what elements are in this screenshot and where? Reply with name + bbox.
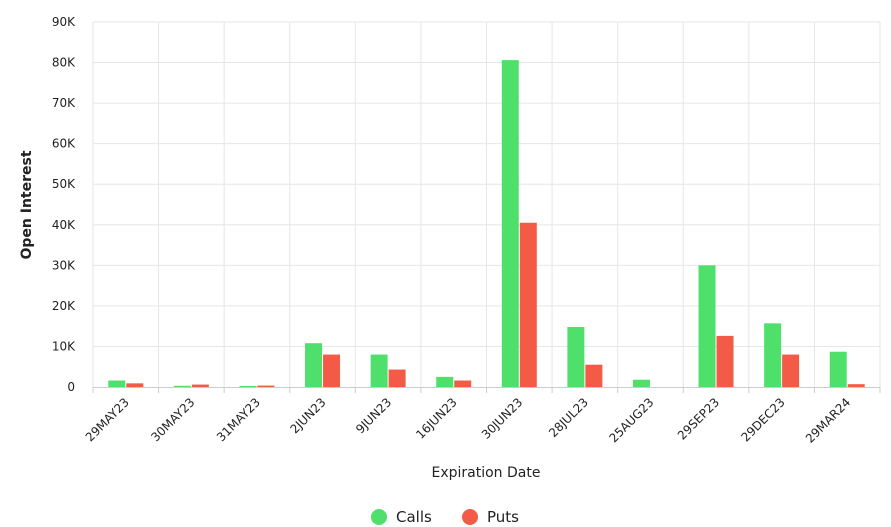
bar-calls-16jun23[interactable] xyxy=(436,376,454,387)
y-tick-label: 80K xyxy=(52,56,76,70)
bar-puts-2jun23[interactable] xyxy=(323,354,341,387)
gridlines xyxy=(92,21,881,387)
bar-calls-9jun23[interactable] xyxy=(370,354,388,387)
x-tick-label: 29SEP23 xyxy=(675,395,722,442)
x-tick-label: 29DEC23 xyxy=(738,395,787,444)
legend-swatch xyxy=(462,509,478,525)
legend-label: Puts xyxy=(487,508,519,526)
bar-calls-25aug23[interactable] xyxy=(632,379,650,387)
bar-calls-30jun23[interactable] xyxy=(501,60,519,387)
bar-calls-31may23[interactable] xyxy=(239,385,257,387)
bar-puts-29mar24[interactable] xyxy=(847,384,865,387)
y-tick-label: 90K xyxy=(52,15,76,29)
bar-calls-28jul23[interactable] xyxy=(567,326,585,387)
bar-puts-30jun23[interactable] xyxy=(519,222,537,387)
bar-puts-28jul23[interactable] xyxy=(585,364,603,387)
bar-calls-29sep23[interactable] xyxy=(698,265,716,387)
x-tick-label: 25AUG23 xyxy=(606,395,656,445)
x-tick-label: 29MAY23 xyxy=(83,395,132,444)
x-tick-label: 2JUN23 xyxy=(288,395,329,436)
bar-calls-30may23[interactable] xyxy=(173,385,191,387)
y-tick-label: 10K xyxy=(52,339,76,353)
x-tick-label: 30MAY23 xyxy=(148,395,197,444)
y-tick-label: 30K xyxy=(52,258,76,272)
bar-calls-2jun23[interactable] xyxy=(305,343,323,387)
bar-puts-9jun23[interactable] xyxy=(388,369,406,387)
x-axis-title: Expiration Date xyxy=(432,465,541,481)
legend-swatch xyxy=(371,509,387,525)
bar-calls-29may23[interactable] xyxy=(108,380,126,387)
y-tick-label: 70K xyxy=(52,96,76,110)
bar-puts-29dec23[interactable] xyxy=(782,354,800,387)
legend-item-puts[interactable]: Puts xyxy=(462,508,519,526)
y-tick-label: 40K xyxy=(52,218,76,232)
bar-puts-29sep23[interactable] xyxy=(716,335,734,387)
bar-puts-16jun23[interactable] xyxy=(454,380,472,387)
axes xyxy=(92,387,881,393)
x-tick-label: 16JUN23 xyxy=(413,395,460,442)
bars xyxy=(108,60,865,387)
bar-puts-31may23[interactable] xyxy=(257,385,275,387)
y-tick-label: 50K xyxy=(52,177,76,191)
bar-calls-29dec23[interactable] xyxy=(764,323,782,387)
x-tick-label: 29MAR24 xyxy=(803,395,854,446)
bar-puts-30may23[interactable] xyxy=(191,384,209,387)
y-tick-label: 60K xyxy=(52,137,76,151)
x-tick-label: 28JUL23 xyxy=(546,395,591,440)
y-tick-label: 20K xyxy=(52,299,76,313)
legend: Calls Puts xyxy=(371,508,519,526)
x-tick-labels: 29MAY23 30MAY23 31MAY23 2JUN23 9JUN23 16JUN23… xyxy=(83,395,854,446)
x-tick-label: 9JUN23 xyxy=(353,395,394,436)
x-tick-label: 30JUN23 xyxy=(479,395,526,442)
y-axis-title: Open Interest xyxy=(19,150,35,259)
bar-puts-29may23[interactable] xyxy=(126,383,144,387)
y-tick-label: 0 xyxy=(67,380,75,394)
x-tick-label: 31MAY23 xyxy=(214,395,263,444)
bar-calls-29mar24[interactable] xyxy=(829,351,847,387)
legend-item-calls[interactable]: Calls xyxy=(371,508,432,526)
y-tick-labels: 0 10K 20K 30K 40K 50K 60K 70K 80K 90K xyxy=(52,15,76,394)
legend-label: Calls xyxy=(396,508,432,526)
